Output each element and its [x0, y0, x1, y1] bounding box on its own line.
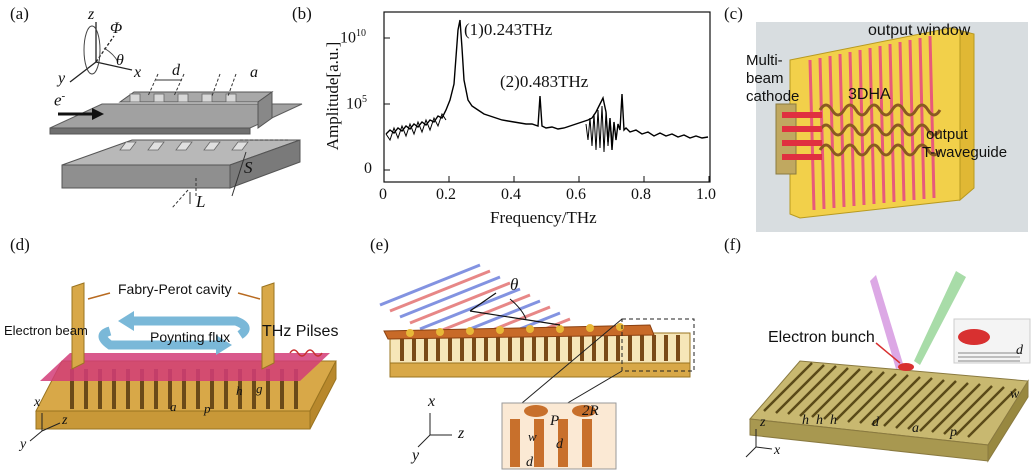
dim-d-label-f: d [872, 415, 879, 430]
axis-y-label: y [58, 70, 66, 87]
y-tick-1e5-exp: 5 [362, 94, 367, 105]
dim-g-label: g [256, 381, 263, 396]
panel-f-illustration [745, 271, 1031, 463]
axis-z-label: z [88, 6, 95, 23]
dim-w-label-f: w [1010, 387, 1020, 402]
panel-b: (b) (1)0.243THz (2)0.483THz Amplitude[a.… [290, 0, 740, 235]
dim-p-label-e: P [550, 413, 560, 429]
electron-beam-label: Electron beam [4, 323, 88, 338]
x-tick-04: 0.4 [501, 186, 521, 203]
axis-x-label: x [134, 64, 142, 81]
panel-d-illustration [29, 282, 337, 442]
panel-f-label: (f) [724, 235, 741, 254]
axis-z-label-d: z [62, 413, 68, 428]
peak2-annotation: (2)0.483THz [500, 72, 589, 91]
x-tick-10: 1.0 [696, 186, 716, 203]
dim-w-label-e: w [528, 429, 537, 444]
dim-h1-label: h [802, 413, 809, 428]
electron-bunch-label: Electron bunch [768, 329, 875, 346]
spectrum-trace [385, 19, 709, 151]
dim-d-label-e: d [556, 437, 563, 452]
panel-c-illustration [756, 22, 1028, 232]
y-axis-label: Amplitude[a.u.] [323, 41, 342, 151]
waveguide-label-line1: output [926, 126, 968, 143]
dim-2r-label: 2R [582, 403, 599, 419]
thz-label: THz Pilses [262, 323, 339, 340]
dim-d-label: d [172, 62, 180, 79]
panel-a-label: (a) [10, 4, 29, 23]
y-tick-0: 0 [364, 160, 372, 177]
axis-z-label-f: z [760, 415, 766, 430]
peak1-annotation: (1)0.243THz [464, 20, 553, 39]
x-tick-08: 0.8 [631, 186, 651, 203]
dim-a-label-d: a [170, 399, 177, 414]
panel-f: (f) E [720, 235, 1032, 473]
panel-e-illustration [379, 263, 695, 470]
panel-a-illustration [49, 22, 303, 209]
panel-d-label: (d) [10, 235, 30, 254]
y-tick-1e5-base: 10 [346, 95, 362, 113]
dim-s-label: S [244, 158, 253, 177]
cavity-label: Fabry-Perot cavity [118, 281, 232, 297]
dim-d2-label-e: d [526, 455, 533, 470]
dim-h3-label: h [830, 413, 837, 428]
dim-a-label-f: a [912, 421, 919, 436]
cathode-label-line2: beam [746, 70, 784, 87]
panel-e: (e) [360, 235, 720, 473]
axis-x-label-d: x [34, 395, 41, 410]
y-tick-1e10-base: 10 [340, 29, 356, 47]
panel-c: (c) [720, 0, 1032, 235]
poynting-label: Poynting flux [150, 329, 231, 345]
panel-c-label: (c) [724, 4, 743, 23]
dim-p-label-d: p [204, 401, 211, 416]
dim-dg-label: d [1016, 343, 1023, 358]
axis-y-label-e: y [412, 447, 420, 464]
panel-b-label: (b) [292, 4, 312, 23]
spectrum-plot [383, 11, 711, 183]
dim-l-label: L [196, 192, 206, 211]
axis-y-label-d: y [20, 437, 27, 452]
y-tick-1e5: 105 [346, 94, 367, 113]
x-tick-02: 0.2 [436, 186, 456, 203]
theta-label-e: θ [510, 275, 519, 294]
cathode-label-line3: cathode [746, 88, 800, 105]
x-axis-label: Frequency/THz [490, 208, 597, 227]
axis-phi-label: Φ [110, 20, 123, 37]
panel-d: (d) [0, 235, 360, 473]
output-window-label: output window [868, 22, 971, 39]
waveguide-label-line2: T-waveguide [922, 144, 1008, 161]
dim-p-label-f: p [950, 425, 957, 440]
x-tick-06: 0.6 [566, 186, 586, 203]
electron-label: e- [54, 90, 65, 111]
dim-a-label: a [250, 64, 258, 81]
dim-h2-label: h [816, 413, 823, 428]
panel-a: (a) [0, 0, 330, 230]
axis-z-label-e: z [458, 425, 465, 442]
electron-charge: - [61, 90, 66, 102]
axis-x-label-f: x [774, 443, 781, 458]
dim-h-label: h [236, 383, 243, 398]
y-tick-1e10-exp: 10 [356, 28, 366, 39]
panel-e-label: (e) [370, 235, 389, 254]
cathode-label-line1: Multi- [746, 52, 783, 69]
electron-symbol: e [54, 90, 62, 110]
dha-label: 3DHA [848, 86, 891, 103]
y-tick-1e10: 1010 [340, 28, 366, 47]
axis-x-label-e: x [428, 393, 436, 410]
x-tick-0: 0 [379, 186, 387, 203]
axis-theta-label: θ [116, 52, 124, 69]
